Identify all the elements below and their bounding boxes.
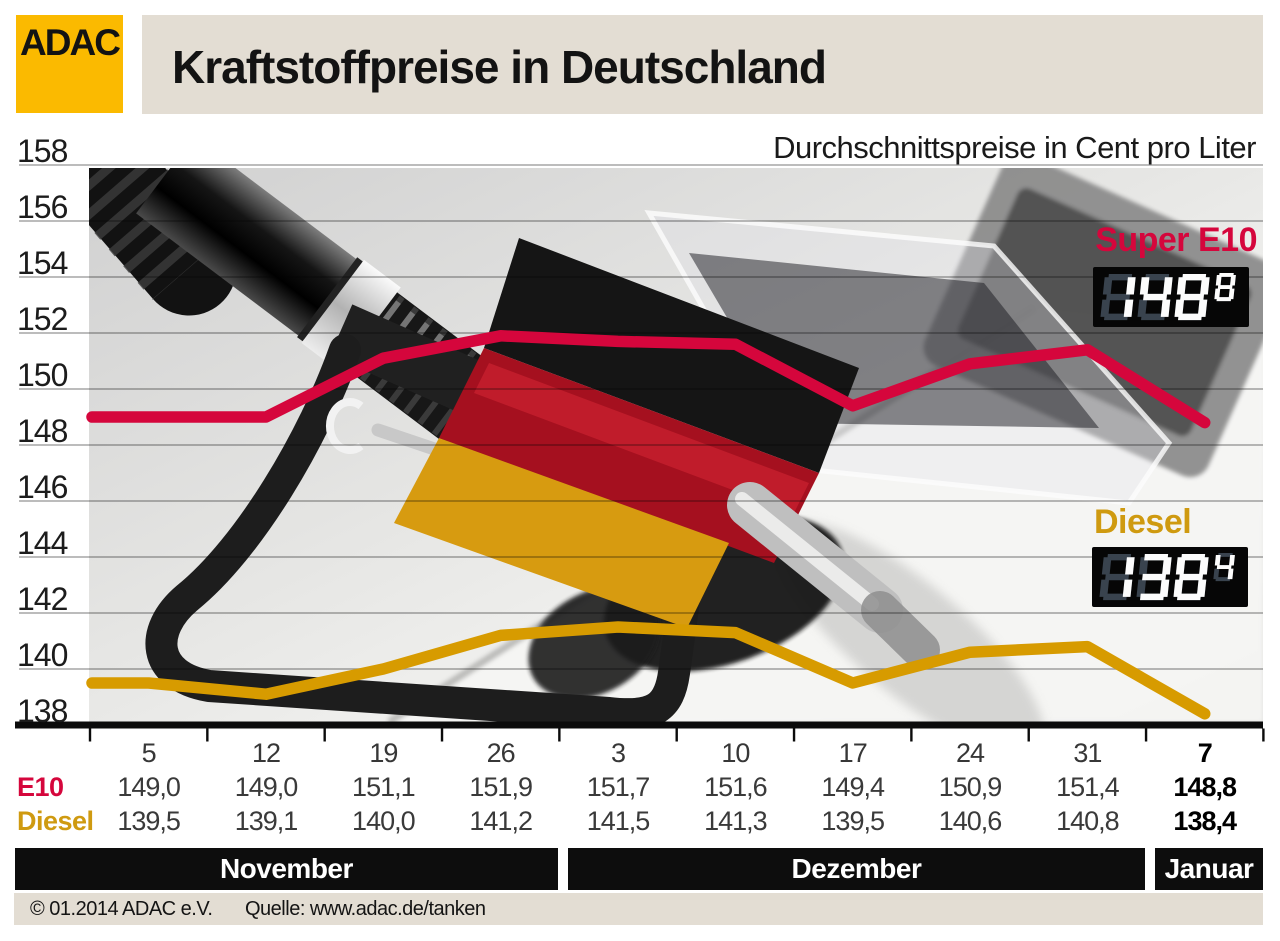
table-value: 141,5 <box>586 806 651 836</box>
table-value: 139,5 <box>117 806 181 836</box>
table-value: 139,1 <box>234 806 299 836</box>
table-value: 140,8 <box>1056 806 1120 836</box>
date-label: 31 <box>1073 738 1102 768</box>
legend-diesel-label: Diesel <box>1094 503 1192 541</box>
table-value: 151,4 <box>1056 772 1120 802</box>
table-value: 151,9 <box>469 772 533 802</box>
date-label: 5 <box>141 738 157 768</box>
x-axis-tick <box>675 728 678 742</box>
x-axis-tick <box>88 728 92 742</box>
date-label: 3 <box>611 738 626 768</box>
month-bar-november: November <box>15 848 558 890</box>
table-value: 151,7 <box>586 772 651 802</box>
date-label: 12 <box>251 738 281 768</box>
x-axis-tick <box>1144 728 1148 742</box>
adac-logo: ADAC <box>16 15 123 113</box>
copyright-text: © 01.2014 ADAC e.V. <box>30 898 213 920</box>
row-label-diesel: Diesel <box>17 806 94 836</box>
date-label: 24 <box>956 738 985 768</box>
date-label: 10 <box>721 738 750 768</box>
table-value: 149,0 <box>234 772 299 802</box>
table-value: 141,2 <box>469 806 533 836</box>
table-value: 140,6 <box>938 806 1003 836</box>
footer-strip: © 01.2014 ADAC e.V. Quelle: www.adac.de/… <box>14 893 1263 925</box>
source-link[interactable]: Quelle: www.adac.de/tanken <box>245 898 486 920</box>
date-label: 17 <box>838 738 868 768</box>
table-value: 149,4 <box>821 772 885 802</box>
x-axis-tick <box>558 728 561 742</box>
y-axis-label: 158 <box>17 133 68 169</box>
table-value: 148,8 <box>1173 772 1237 802</box>
y-axis-label: 144 <box>17 525 68 561</box>
x-axis-tick <box>910 728 913 742</box>
x-axis-tick <box>206 728 209 742</box>
table-value: 140,0 <box>352 806 416 836</box>
date-label: 26 <box>486 738 516 768</box>
y-axis-label: 150 <box>17 357 68 393</box>
date-label: 19 <box>369 738 398 768</box>
month-bar-dezember: Dezember <box>568 848 1145 890</box>
x-axis-tick <box>792 728 796 742</box>
x-axis-tick <box>440 728 444 742</box>
x-axis <box>15 721 1263 729</box>
y-axis-label: 154 <box>17 245 68 281</box>
table-value: 139,5 <box>821 806 885 836</box>
spout-highlight <box>735 492 879 611</box>
legend-super-e10-label: Super E10 <box>1095 221 1257 259</box>
e10-price-display <box>1093 267 1249 327</box>
y-axis-label: 152 <box>17 301 68 337</box>
y-axis-label: 140 <box>17 637 68 673</box>
adac-logo-text: ADAC <box>20 22 121 63</box>
title-bar <box>142 15 1263 114</box>
x-axis-tick <box>323 728 326 742</box>
y-axis-label: 148 <box>17 413 68 449</box>
month-bar-januar: Januar <box>1155 848 1263 890</box>
x-axis-tick <box>1027 728 1030 742</box>
table-value: 151,6 <box>704 772 768 802</box>
table-value: 151,1 <box>352 772 416 802</box>
chart-subtitle: Durchschnittspreise in Cent pro Liter <box>773 130 1256 165</box>
fuel-nozzle-photo <box>89 168 1263 722</box>
y-axis-label: 142 <box>17 581 68 617</box>
table-value: 149,0 <box>117 772 181 802</box>
table-value: 141,3 <box>704 806 768 836</box>
table-value: 150,9 <box>938 772 1003 802</box>
y-axis-label: 156 <box>17 189 68 225</box>
corrugated-hose <box>89 168 237 316</box>
table-value: 138,4 <box>1173 806 1237 836</box>
page-title: Kraftstoffpreise in Deutschland <box>172 41 827 93</box>
date-label: 7 <box>1197 738 1213 768</box>
row-label-e10: E10 <box>17 772 64 802</box>
flag-gold-band <box>394 438 729 628</box>
y-axis-label: 146 <box>17 469 68 505</box>
diesel-price-display <box>1092 547 1248 607</box>
y-axis-label: 138 <box>17 693 68 729</box>
x-axis-tick <box>1262 728 1265 742</box>
